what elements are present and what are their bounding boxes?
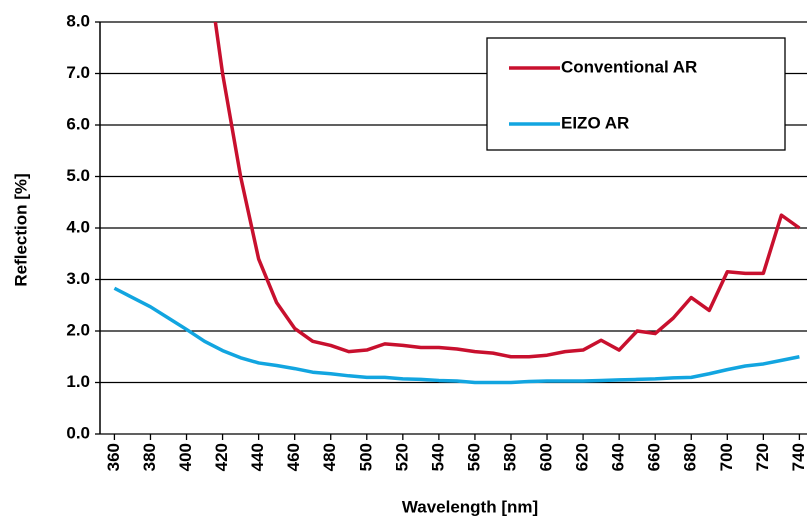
legend-label: EIZO AR (561, 113, 629, 132)
x-tick-label: 660 (645, 443, 664, 471)
y-tick-label: 2.0 (66, 320, 90, 339)
x-tick-label: 720 (753, 443, 772, 471)
y-tick-label: 8.0 (66, 11, 90, 30)
y-tick-label: 3.0 (66, 269, 90, 288)
x-tick-label: 440 (248, 443, 267, 471)
x-tick-label: 740 (789, 443, 807, 471)
legend-label: Conventional AR (561, 57, 697, 76)
y-tick-label: 1.0 (66, 372, 90, 391)
x-tick-label: 580 (500, 443, 519, 471)
x-tick-label: 500 (356, 443, 375, 471)
data-line (113, 286, 800, 385)
x-tick-label: 700 (717, 443, 736, 471)
x-tick-label: 680 (681, 443, 700, 471)
x-axis-label: Wavelength [nm] (402, 497, 538, 516)
x-tick-label: 360 (104, 443, 123, 471)
y-tick-label: 6.0 (66, 114, 90, 133)
x-tick-label: 640 (609, 443, 628, 471)
x-tick-label: 600 (537, 443, 556, 471)
y-tick-label: 5.0 (66, 166, 90, 185)
x-tick-label: 480 (320, 443, 339, 471)
x-tick-label: 460 (284, 443, 303, 471)
x-tick-label: 380 (140, 443, 159, 471)
x-tick-label: 420 (212, 443, 231, 471)
y-tick-label: 0.0 (66, 423, 90, 442)
y-tick-label: 4.0 (66, 217, 90, 236)
legend-box (486, 37, 786, 151)
x-tick-label: 540 (428, 443, 447, 471)
x-tick-label: 520 (392, 443, 411, 471)
x-tick-label: 620 (573, 443, 592, 471)
y-tick-label: 7.0 (66, 63, 90, 82)
x-tick-label: 560 (464, 443, 483, 471)
x-tick-label: 400 (176, 443, 195, 471)
y-axis-label: Reflection [%] (11, 173, 30, 286)
data-line (213, 22, 801, 359)
